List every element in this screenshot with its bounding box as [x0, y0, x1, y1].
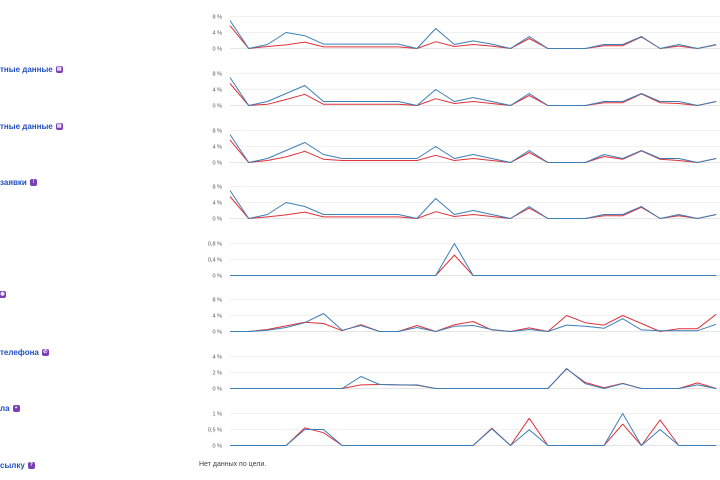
y-tick-label: 8 % [213, 15, 223, 21]
y-tick-label: 4 % [213, 88, 223, 94]
goal-name: тные данные [0, 122, 53, 131]
y-tick-label: 0,8 % [208, 242, 222, 248]
series-line-b [229, 25, 717, 49]
goal-link[interactable]: тные данные ▤ [0, 65, 63, 74]
y-tick-label: 0 % [213, 444, 223, 450]
y-tick-label: 0 % [213, 387, 223, 393]
link-icon: ? [27, 462, 35, 469]
y-tick-label: 0 % [213, 330, 223, 336]
y-tick-label: 0 % [213, 47, 223, 53]
y-tick-label: 2 % [213, 371, 223, 377]
series-line-a [230, 243, 717, 276]
series-line-a [229, 77, 717, 106]
goal-icon: + [12, 405, 20, 412]
y-tick-label: 4 % [213, 314, 223, 320]
form-icon: ▤ [55, 66, 63, 73]
y-tick-label: 4 % [213, 355, 223, 361]
conversion-chart: 0 % 4 % 8 % [213, 15, 720, 53]
goal-name: заявки [0, 178, 27, 187]
y-tick-label: 0 % [213, 104, 223, 110]
y-tick-label: 8 % [213, 298, 223, 304]
goal-name: тные данные [0, 65, 53, 74]
goal-name: сылку [0, 461, 25, 470]
goal-name: телефона [0, 348, 39, 357]
goal-link[interactable]: ла + [0, 404, 20, 413]
no-data-message: Нет данных по цели. [199, 461, 267, 468]
series-line-a [230, 313, 717, 332]
series-line-b [230, 313, 717, 332]
conversion-chart: 0 % 4 % 8 % [213, 298, 720, 336]
y-tick-label: 0 % [213, 161, 223, 167]
goal-link[interactable]: сылку? [0, 461, 35, 470]
y-tick-label: 4 % [213, 201, 223, 207]
series-line-a [230, 368, 717, 389]
y-tick-label: 1 % [213, 412, 223, 418]
conversion-chart: 0 % 4 % 8 % [213, 185, 720, 223]
series-line-b [230, 254, 717, 276]
series-line-b [229, 196, 717, 219]
goal-link[interactable]: заявки! [0, 178, 37, 187]
goal-link[interactable]: тные данные ▤ [0, 122, 63, 131]
series-line-b [230, 368, 717, 389]
goal-name: ла [0, 404, 10, 413]
info-icon: ! [29, 179, 37, 186]
y-tick-label: 4 % [213, 31, 223, 37]
goal-link[interactable]: телефона ✆ [0, 348, 49, 357]
series-line-b [230, 417, 717, 446]
y-tick-label: 0 % [213, 274, 223, 280]
conversion-chart: 0 % 4 % 8 % [213, 72, 720, 110]
series-line-a [230, 413, 717, 446]
conversion-chart: 0 % 0,5 % 1 % [208, 412, 720, 450]
goal-link[interactable]: ◉ [0, 291, 6, 298]
goal-icon: ◉ [0, 291, 6, 298]
series-line-a [229, 20, 717, 49]
y-tick-label: 8 % [213, 72, 223, 78]
form-icon: ▤ [55, 123, 63, 130]
y-tick-label: 8 % [213, 129, 223, 135]
y-tick-label: 4 % [213, 145, 223, 151]
y-tick-label: 0,4 % [208, 258, 222, 264]
conversion-chart: 0 % 0,4 % 0,8 % [208, 242, 720, 280]
conversion-chart: 0 % 2 % 4 % [213, 355, 720, 393]
conversion-chart: 0 % 4 % 8 % [213, 129, 720, 167]
series-line-b [229, 83, 717, 106]
phone-icon: ✆ [41, 349, 49, 356]
series-line-a [229, 190, 717, 219]
y-tick-label: 0 % [213, 217, 223, 223]
y-tick-label: 0,5 % [208, 428, 222, 434]
series-line-a [229, 134, 717, 163]
y-tick-label: 8 % [213, 185, 223, 191]
